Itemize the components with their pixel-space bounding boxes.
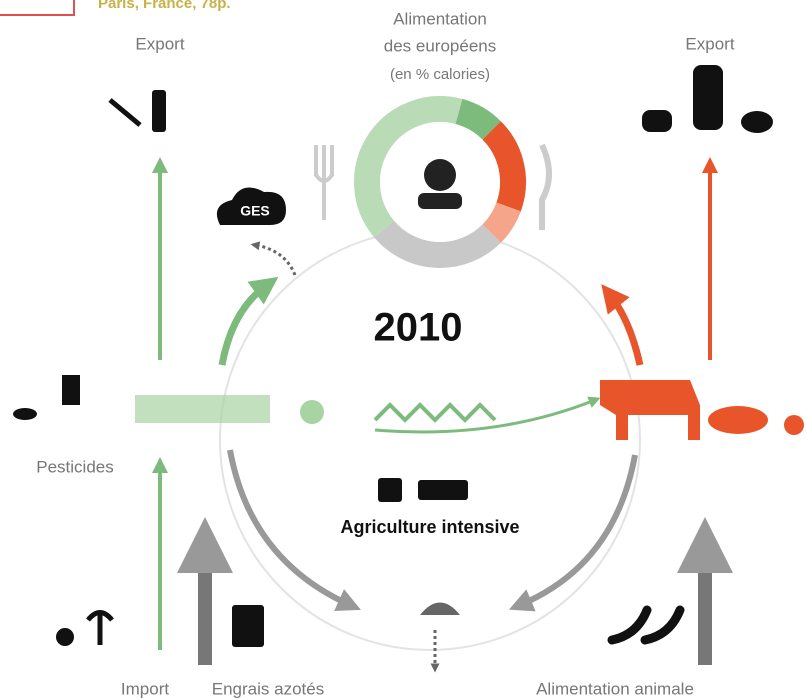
coffee-icon [56,628,74,646]
diagram: Paris, France, 78p. Alimentation des eur… [0,0,807,700]
header-box [0,0,74,15]
manure-icon [420,603,460,616]
pig-icon [708,406,768,434]
export-label: Export [135,34,184,53]
palm-icon [88,613,112,646]
crops [135,395,324,424]
cow-icon [600,380,700,440]
milk-icon [693,65,723,130]
knife-icon [542,145,549,230]
soy-icon [612,610,680,640]
agriculture-label: Agriculture intensive [340,517,519,537]
ges-arrow [255,245,295,275]
page: {"header": {"source": "Paris, France, 78… [0,0,807,700]
bug-icon [13,408,37,420]
fertilizer-label: Engrais azotés [212,679,324,698]
fertilizer-icon [378,478,402,502]
cheese-icon [741,111,773,133]
pesticides-label: Pesticides [36,457,113,476]
cycle-arrow [610,295,640,365]
ges-label: GES [240,203,270,219]
cycle-arrow [222,285,267,365]
import-label: Import [121,679,169,698]
year: 2010 [374,306,463,350]
person-icon [424,159,456,191]
cycle-arrow [520,455,635,605]
tractor-icon [418,480,468,500]
donut-title: Alimentation [393,9,487,28]
bottle-icon [152,90,166,132]
cycle-arrow [230,450,350,605]
fertilizer-bag-icon [232,605,264,647]
feed-label: Alimentation animale [536,679,694,698]
sprayer-icon [62,375,80,405]
source: Paris, France, 78p. [98,0,231,12]
grass-icon [375,405,495,420]
cycle-circle [220,230,640,650]
person-icon [418,193,462,209]
donut-segment [492,207,509,234]
meat-icon [642,110,672,132]
fork-icon [316,145,332,220]
chicken-icon [784,415,804,435]
donut-title: (en % calories) [390,66,490,83]
export-label: Export [685,34,734,53]
donut-title: des européens [384,36,496,55]
wheat-icon [110,100,140,125]
